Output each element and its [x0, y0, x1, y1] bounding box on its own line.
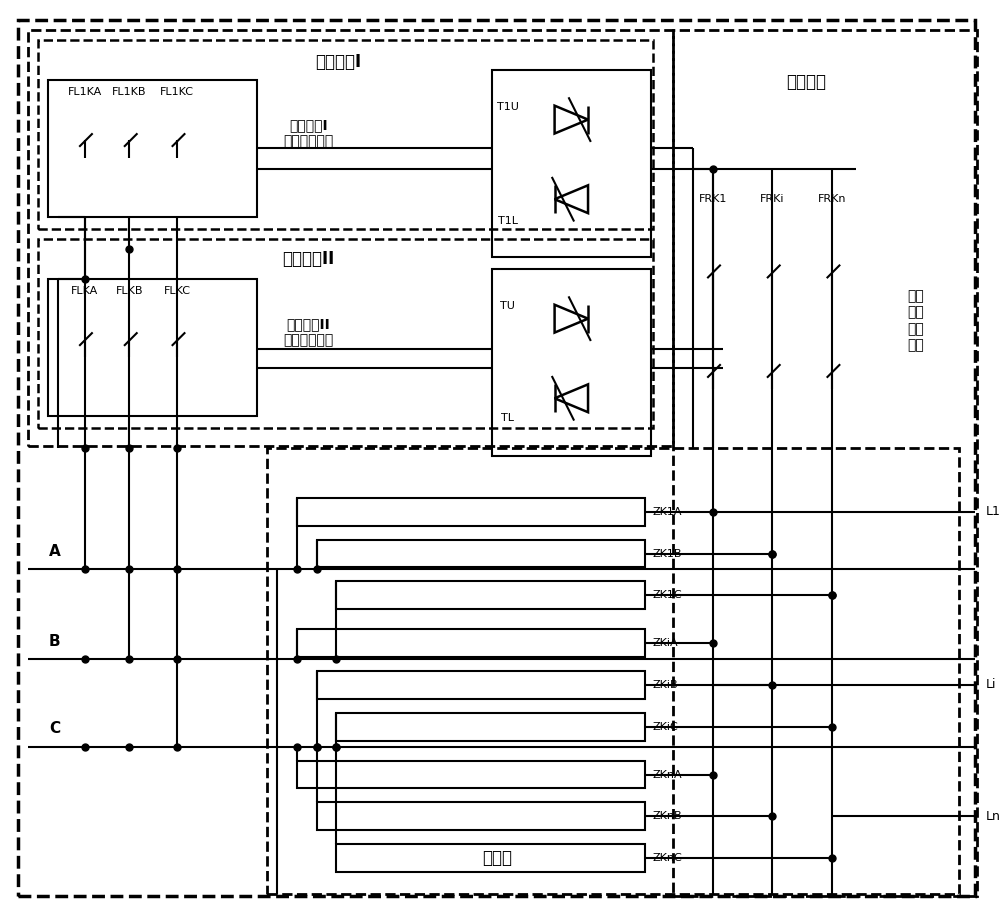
Text: Ln: Ln	[985, 810, 1000, 823]
Text: ZKnA: ZKnA	[653, 769, 683, 779]
Text: 过渡回路II: 过渡回路II	[282, 250, 335, 268]
Text: 过渡回路: 过渡回路	[786, 73, 826, 91]
Bar	[297, 629, 645, 657]
Text: 主回路: 主回路	[483, 849, 513, 868]
Bar	[48, 80, 257, 218]
Bar	[267, 448, 959, 894]
Text: 过渡回路I: 过渡回路I	[315, 53, 361, 71]
Text: FL1KA: FL1KA	[67, 86, 102, 96]
Text: 过渡回路II
相序选择开关: 过渡回路II 相序选择开关	[283, 318, 334, 348]
Text: ZKiA: ZKiA	[653, 638, 679, 648]
Text: FRKi: FRKi	[760, 195, 785, 204]
Text: T1U: T1U	[497, 102, 519, 112]
Bar	[38, 40, 653, 230]
Text: FRKn: FRKn	[818, 195, 846, 204]
Text: A: A	[49, 544, 61, 559]
Text: ZK1A: ZK1A	[653, 507, 682, 517]
Bar	[48, 279, 257, 416]
Bar	[297, 498, 645, 526]
Text: FLKC: FLKC	[164, 285, 191, 296]
Text: TL: TL	[501, 413, 514, 423]
Text: ZKiB: ZKiB	[653, 680, 679, 690]
Bar	[317, 671, 645, 699]
Bar	[336, 712, 645, 741]
Text: B: B	[49, 633, 61, 649]
Bar	[317, 540, 645, 567]
Text: 负荷
选择
开关
阵列: 负荷 选择 开关 阵列	[907, 289, 924, 352]
Bar	[38, 239, 653, 428]
Text: FLKA: FLKA	[71, 285, 98, 296]
Text: TU: TU	[500, 301, 515, 310]
Bar	[317, 802, 645, 830]
Text: FRK1: FRK1	[698, 195, 727, 204]
Bar	[28, 30, 673, 446]
Bar	[492, 269, 651, 456]
Bar	[673, 30, 977, 896]
Bar	[297, 761, 645, 789]
Text: ZKnB: ZKnB	[653, 812, 683, 822]
Text: C: C	[49, 722, 60, 736]
Text: FLKB: FLKB	[116, 285, 143, 296]
Text: FL1KB: FL1KB	[112, 86, 147, 96]
Bar	[336, 845, 645, 872]
Text: ZKnC: ZKnC	[653, 853, 683, 863]
Text: L1: L1	[985, 505, 1000, 519]
Text: ZK1B: ZK1B	[653, 549, 682, 558]
Text: ZK1C: ZK1C	[653, 590, 683, 600]
Text: 过渡回路I
相序选择开关: 过渡回路I 相序选择开关	[283, 118, 334, 149]
Text: Li: Li	[985, 678, 996, 691]
Bar	[336, 581, 645, 610]
Text: ZKiC: ZKiC	[653, 722, 679, 732]
Bar	[492, 70, 651, 257]
Text: T1L: T1L	[498, 216, 518, 226]
Text: FL1KC: FL1KC	[160, 86, 194, 96]
